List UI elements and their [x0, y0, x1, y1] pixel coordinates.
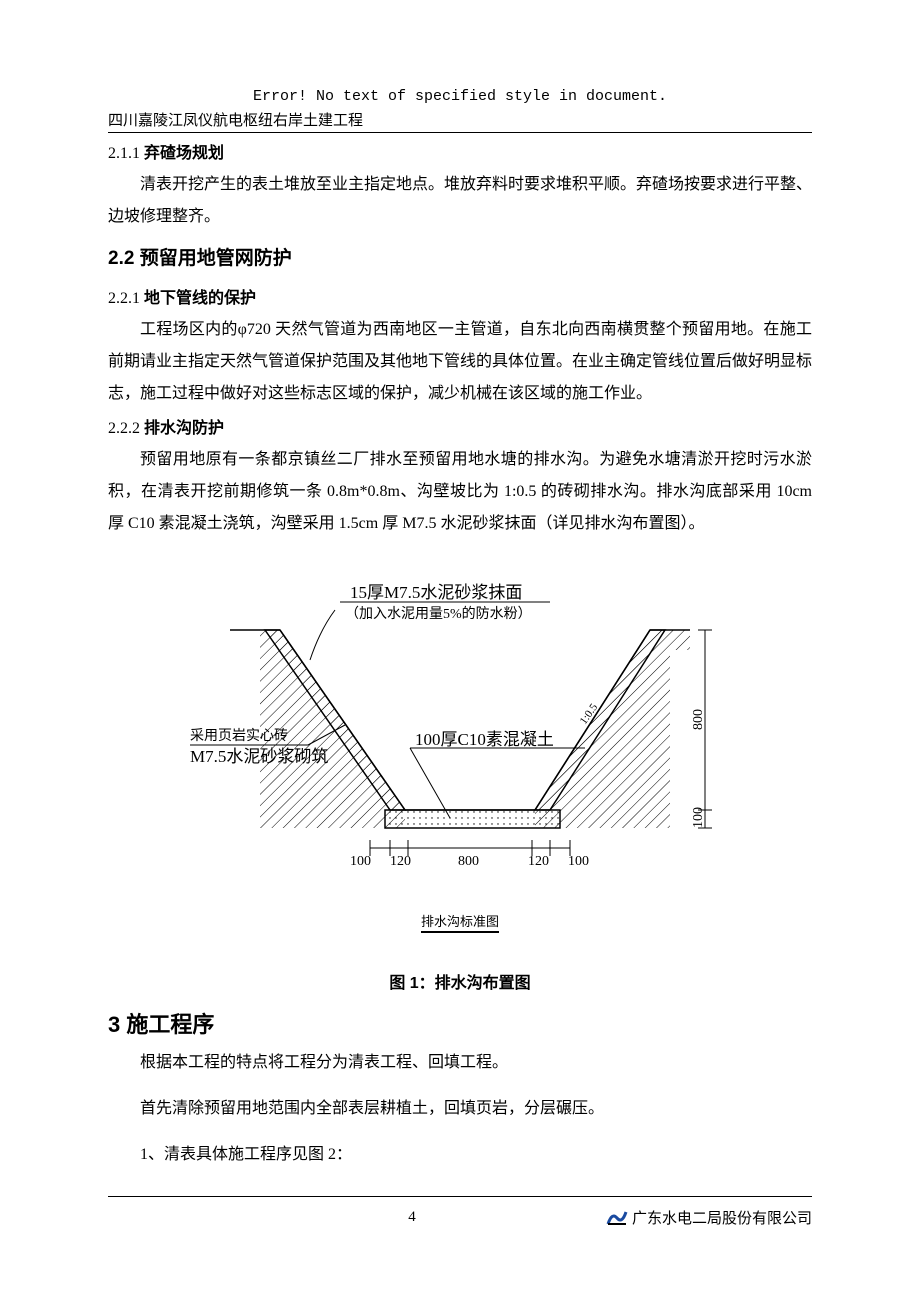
para-3-1: 根据本工程的特点将工程分为清表工程、回填工程。	[108, 1047, 812, 1079]
svg-text:800: 800	[458, 854, 479, 869]
para-211-1: 清表开挖产生的表土堆放至业主指定地点。堆放弃料时要求堆积平顺。弃碴场按要求进行平…	[108, 169, 812, 233]
svg-text:100: 100	[691, 807, 706, 828]
dim-right: 800 100	[691, 630, 712, 828]
figure-caption: 图 1：排水沟布置图	[108, 969, 812, 993]
para-3-3: 1、清表具体施工程序见图 2：	[108, 1139, 812, 1171]
svg-text:120: 120	[390, 854, 411, 869]
heading-2-2-1: 2.2.1 地下管线的保护	[108, 284, 812, 308]
fig-label-top-sub: （加入水泥用量5%的防水粉）	[345, 606, 532, 622]
para-3-2: 首先清除预留用地范围内全部表层耕植土，回填页岩，分层碾压。	[108, 1093, 812, 1125]
svg-text:100: 100	[350, 854, 371, 869]
header-rule	[108, 132, 812, 133]
heading-num: 2.1.1	[108, 145, 140, 162]
fig-label-left1: 采用页岩实心砖	[190, 728, 288, 744]
page-number: 4	[108, 1209, 606, 1226]
company-name: 广东水电二局股份有限公司	[632, 1207, 812, 1228]
heading-2-2-2: 2.2.2 排水沟防护	[108, 414, 812, 438]
heading-num: 3	[108, 1012, 120, 1037]
heading-3: 3 施工程序	[108, 1007, 812, 1039]
para-221-1: 工程场区内的φ720 天然气管道为西南地区一主管道，自东北向西南横贯整个预留用地…	[108, 314, 812, 410]
heading-title: 施工程序	[126, 1012, 214, 1037]
heading-title: 排水沟防护	[144, 420, 224, 437]
header-subtitle: 四川嘉陵江凤仪航电枢纽右岸土建工程	[108, 109, 812, 130]
company-logo-icon	[606, 1210, 628, 1226]
heading-2-1-1: 2.1.1 弃碴场规划	[108, 139, 812, 163]
drainage-svg: 15厚M7.5水泥砂浆抹面 （加入水泥用量5%的防水粉） 采用页岩实心砖 M7.…	[190, 570, 730, 890]
svg-text:100: 100	[568, 854, 589, 869]
svg-text:800: 800	[691, 709, 706, 730]
heading-2-2: 2.2 预留用地管网防护	[108, 243, 812, 270]
figure-caption-small: 排水沟标准图	[190, 911, 730, 933]
heading-num: 2.2.1	[108, 290, 140, 307]
page-footer: 4 广东水电二局股份有限公司	[108, 1196, 812, 1228]
heading-num: 2.2.2	[108, 420, 140, 437]
header-error-text: Error! No text of specified style in doc…	[108, 88, 812, 105]
fig-label-left2: M7.5水泥砂浆砌筑	[190, 747, 328, 766]
heading-title: 预留用地管网防护	[140, 248, 292, 269]
heading-title: 地下管线的保护	[144, 290, 256, 307]
drainage-figure: 15厚M7.5水泥砂浆抹面 （加入水泥用量5%的防水粉） 采用页岩实心砖 M7.…	[190, 570, 730, 933]
heading-num: 2.2	[108, 248, 134, 269]
fig-label-mid: 100厚C10素混凝土	[415, 730, 554, 749]
footer-company: 广东水电二局股份有限公司	[606, 1207, 812, 1228]
svg-text:120: 120	[528, 854, 549, 869]
fig-label-top: 15厚M7.5水泥砂浆抹面	[350, 583, 522, 602]
heading-title: 弃碴场规划	[144, 145, 224, 162]
footer-rule	[108, 1196, 812, 1197]
para-222-1: 预留用地原有一条都京镇丝二厂排水至预留用地水塘的排水沟。为避免水塘清淤开挖时污水…	[108, 444, 812, 540]
